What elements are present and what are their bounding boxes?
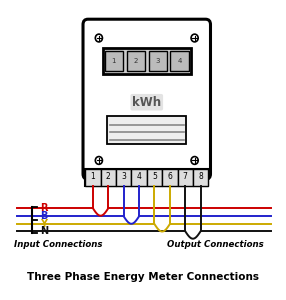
Bar (116, 169, 131, 186)
Bar (127, 51, 145, 71)
Bar (103, 49, 190, 74)
Text: Input Connections: Input Connections (14, 240, 103, 249)
Text: Y: Y (40, 219, 47, 229)
Bar (107, 116, 186, 144)
Text: kWh: kWh (132, 96, 161, 109)
FancyBboxPatch shape (83, 19, 210, 179)
Bar (85, 169, 101, 186)
Text: 1: 1 (91, 172, 95, 181)
Text: 4: 4 (177, 58, 182, 64)
Text: N: N (40, 226, 48, 236)
Text: 6: 6 (167, 172, 172, 181)
Bar (170, 51, 189, 71)
Bar (193, 169, 208, 186)
Text: 3: 3 (121, 172, 126, 181)
Bar (147, 169, 162, 186)
Text: 2: 2 (134, 58, 138, 64)
Text: 3: 3 (156, 58, 160, 64)
Text: R: R (40, 203, 47, 213)
Text: 5: 5 (152, 172, 157, 181)
Bar (162, 169, 178, 186)
Text: Output Connections: Output Connections (167, 240, 264, 249)
Bar (131, 169, 147, 186)
Bar (85, 169, 208, 186)
Text: Three Phase Energy Meter Connections: Three Phase Energy Meter Connections (27, 272, 259, 282)
Text: 4: 4 (137, 172, 142, 181)
Bar (148, 51, 167, 71)
Text: 8: 8 (198, 172, 203, 181)
Bar (178, 169, 193, 186)
Bar (101, 169, 116, 186)
Text: 7: 7 (183, 172, 188, 181)
Text: 2: 2 (106, 172, 111, 181)
Text: 1: 1 (112, 58, 116, 64)
Text: B: B (40, 211, 47, 221)
Bar (105, 51, 123, 71)
